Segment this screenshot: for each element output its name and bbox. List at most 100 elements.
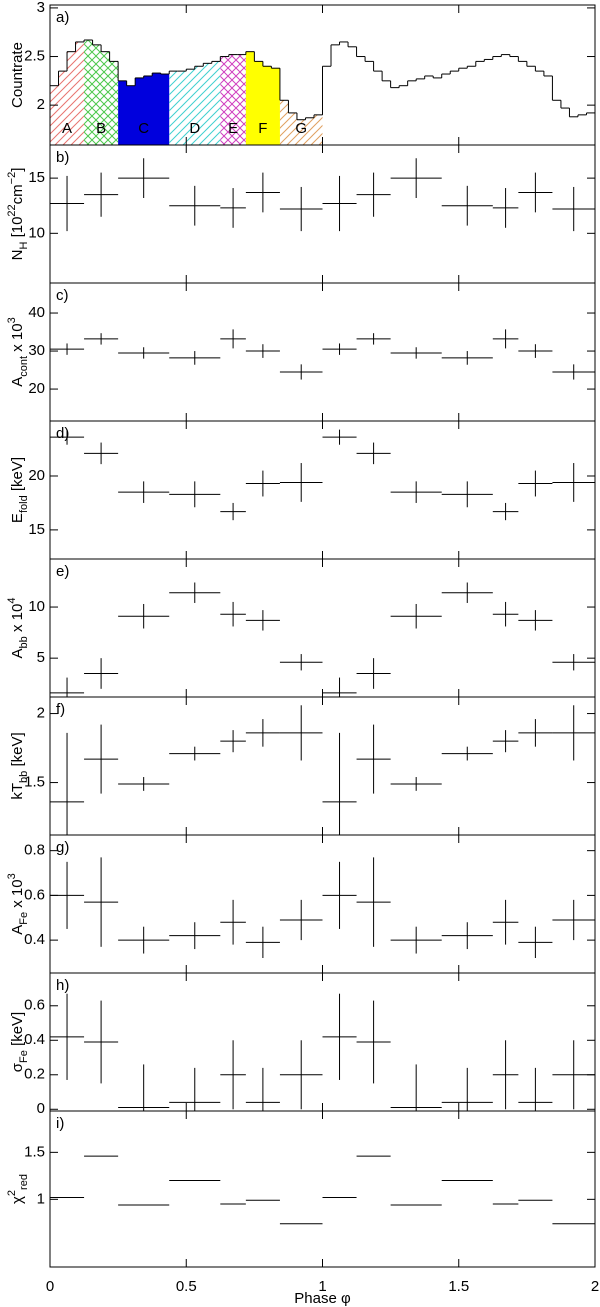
region-label: F (258, 120, 267, 137)
y-axis-title-part: bb (18, 771, 30, 783)
y-tick-label: 0.4 (24, 1031, 45, 1048)
x-tick-label: 2 (591, 1278, 599, 1295)
y-axis-title: Countrate (9, 42, 26, 108)
y-axis-title-part: A (9, 925, 26, 935)
panel-label: b) (56, 149, 69, 166)
y-axis-title-part: [10 (9, 217, 26, 242)
y-axis-title-part: kT (9, 783, 26, 800)
y-axis-title: Efold [keV] (9, 457, 30, 523)
y-axis-title: σFe [keV] (9, 1012, 30, 1072)
phase-region (84, 40, 119, 145)
x-axis-title: Phase φ (294, 1290, 351, 1307)
region-label: G (295, 120, 307, 137)
panel-label: e) (56, 563, 69, 580)
phase-region (118, 73, 170, 145)
y-axis-title-part: A (9, 377, 26, 387)
phase-region (169, 61, 221, 146)
panel-label: g) (56, 839, 69, 856)
y-axis-title-part: Countrate (9, 42, 26, 108)
y-axis-title: kTbb [keV] (9, 732, 30, 799)
y-axis-title-part: red (18, 1174, 30, 1190)
y-axis-title-part: 2 (6, 1190, 18, 1196)
y-tick-label: 15 (28, 521, 45, 538)
panel-label: a) (56, 9, 69, 26)
x-tick-label: 1.5 (448, 1278, 469, 1295)
y-tick-label: 2 (37, 96, 45, 113)
y-tick-label: 0.6 (24, 886, 45, 903)
y-axis-title-part: 22 (6, 204, 18, 216)
phase-region (279, 100, 323, 145)
y-axis-title-part: cont (18, 356, 30, 377)
panel-frame (49, 972, 596, 1112)
panel-frame (49, 282, 596, 422)
y-tick-label: 5 (37, 649, 45, 666)
y-axis-title-part: Fe (18, 912, 30, 925)
y-axis-title-part: cm (9, 184, 26, 204)
x-tick-label: 0 (46, 1278, 54, 1295)
panel-frame (49, 144, 596, 284)
y-axis-title-part: [keV] (9, 732, 26, 770)
y-tick-label: 20 (28, 467, 45, 484)
y-tick-label: 30 (28, 342, 45, 359)
panel-frame (49, 420, 596, 560)
y-tick-label: 15 (28, 169, 45, 186)
region-label: D (189, 120, 200, 137)
y-tick-label: 3 (37, 0, 45, 16)
y-tick-label: 0.6 (24, 997, 45, 1014)
y-tick-label: 0.4 (24, 931, 45, 948)
y-axis-title-part: ] (9, 168, 26, 172)
y-axis-title-part: σ (9, 1062, 26, 1072)
y-axis-title-part: bb (18, 636, 30, 648)
panel-label: d) (56, 425, 69, 442)
y-axis-title-part: E (9, 513, 26, 523)
region-label: A (62, 120, 72, 137)
y-axis-title: Acont x 103 (6, 317, 30, 386)
y-tick-label: 2 (37, 705, 45, 722)
panel-label: f) (56, 701, 65, 718)
region-label: C (138, 120, 149, 137)
y-axis-title-part: x 10 (9, 323, 26, 356)
phase-region (50, 41, 85, 145)
x-tick-label: 1 (318, 1278, 326, 1295)
y-tick-label: 0 (37, 1100, 45, 1117)
y-axis-title-part: x 10 (9, 879, 26, 912)
y-tick-label: 40 (28, 304, 45, 321)
region-label: E (228, 120, 238, 137)
panel-frame (49, 558, 596, 698)
phase-region (220, 54, 246, 146)
y-axis-title: NH [1022cm−2] (6, 168, 30, 261)
y-axis-title: χ2red (6, 1174, 30, 1204)
y-axis-title-part: [keV] (9, 1012, 26, 1050)
y-tick-label: 0.2 (24, 1066, 45, 1083)
y-axis-title-part: −2 (6, 172, 18, 185)
y-tick-label: 2.5 (24, 47, 45, 64)
y-tick-label: 20 (28, 380, 45, 397)
y-axis-title-part: 4 (6, 598, 18, 604)
y-tick-label: 1 (37, 1190, 45, 1207)
y-axis-title-part: χ (9, 1196, 26, 1204)
panel-label: h) (56, 977, 69, 994)
y-axis-title-part: Fe (18, 1050, 30, 1063)
y-axis-title: AFe x 103 (6, 873, 30, 935)
y-axis-title-part: 3 (6, 317, 18, 323)
x-tick-label: 0.5 (176, 1278, 197, 1295)
panel-frame (49, 834, 596, 974)
y-axis-title: Abb x 104 (6, 598, 30, 659)
y-tick-label: 1.5 (24, 1143, 45, 1160)
y-tick-label: 10 (28, 598, 45, 615)
panel-label: c) (56, 287, 69, 304)
region-label: B (96, 120, 106, 137)
y-axis-title-part: N (9, 250, 26, 261)
y-axis-title-part: A (9, 648, 26, 658)
panel-frame (49, 696, 596, 836)
panel-frame (49, 1110, 596, 1268)
phase-region (245, 51, 280, 145)
y-axis-title-part: x 10 (9, 604, 26, 637)
y-tick-label: 1.5 (24, 774, 45, 791)
y-tick-label: 0.8 (24, 842, 45, 859)
panel-label: i) (56, 1115, 64, 1132)
y-axis-title-part: H (18, 242, 30, 250)
y-tick-label: 10 (28, 224, 45, 241)
